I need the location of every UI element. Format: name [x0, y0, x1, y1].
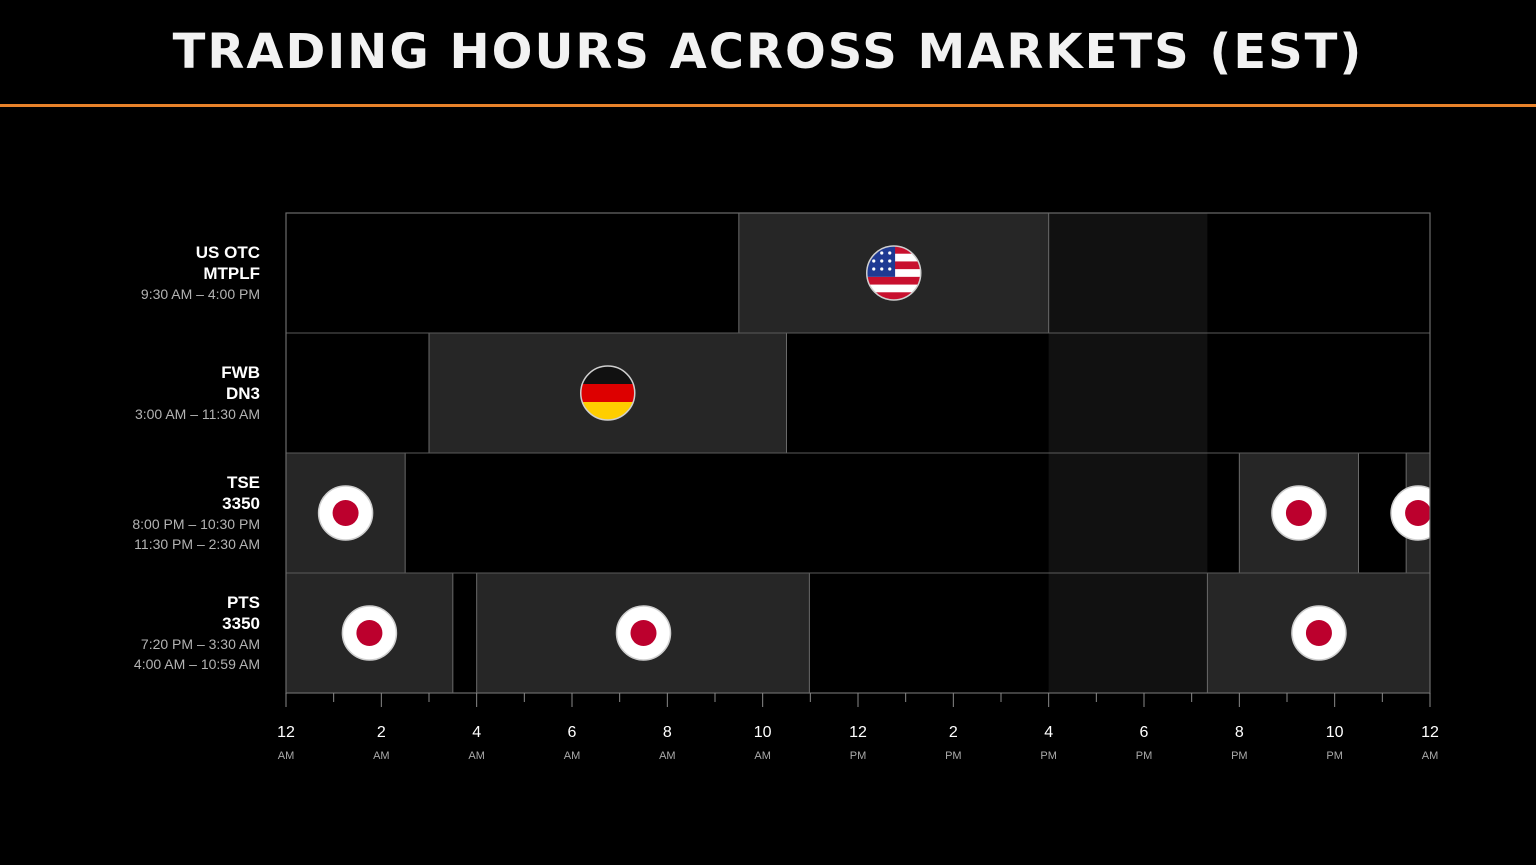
tick-period: PM: [1136, 750, 1153, 762]
tick-period: PM: [850, 750, 867, 762]
x-axis: 12 AM 2 AM 4 AM 6 AM 8 AM 10 AM 12 PM 2 PM 4 PM 6 PM 8 PM 10 PM…: [277, 693, 1439, 762]
germany-flag-icon: [580, 365, 636, 421]
japan-flag-icon: [1291, 605, 1347, 661]
tick-period: PM: [1231, 750, 1248, 762]
tick-period: PM: [1326, 750, 1343, 762]
tick-period: AM: [468, 750, 485, 762]
market-row-pts: [286, 572, 1430, 693]
tick-label: 4: [472, 724, 481, 741]
chart-title: TRADING HOURS ACROSS MARKETS (EST): [172, 24, 1364, 80]
trading-hours: 7:20 PM – 3:30 AM: [140, 636, 260, 652]
market-name: FWB: [221, 363, 260, 382]
ticker: 3350: [222, 494, 260, 513]
market-name: PTS: [226, 593, 260, 612]
japan-flag-icon: [1271, 485, 1327, 541]
tick-label: 12: [277, 724, 295, 741]
tick-period: AM: [564, 750, 581, 762]
ticker: DN3: [225, 384, 260, 403]
us-flag-icon: [866, 245, 922, 301]
japan-flag-icon: [1390, 485, 1430, 541]
japan-flag-icon: [341, 605, 398, 661]
tick-label: 4: [1044, 724, 1053, 741]
tick-period: AM: [1422, 750, 1439, 762]
trading-hours: 8:00 PM – 10:30 PM: [132, 516, 260, 532]
row-label: FWB DN3 3:00 AM – 11:30 AM: [20, 362, 260, 424]
tick-period: AM: [278, 750, 295, 762]
title-divider: [0, 104, 1536, 107]
tick-label: 6: [568, 724, 577, 741]
trading-hours: 3:00 AM – 11:30 AM: [134, 406, 260, 422]
tick-period: PM: [945, 750, 962, 762]
tick-period: AM: [754, 750, 771, 762]
trading-hours: 11:30 PM – 2:30 AM: [134, 536, 260, 552]
tick-period: AM: [659, 750, 676, 762]
tick-label: 8: [1235, 724, 1244, 741]
market-name: US OTC: [195, 243, 260, 262]
tick-period: PM: [1040, 750, 1057, 762]
tick-label: 8: [663, 724, 672, 741]
tick-label: 12: [849, 724, 867, 741]
ticker: 3350: [222, 614, 260, 633]
tick-label: 2: [377, 724, 386, 741]
market-row-us-otc: [738, 213, 1050, 334]
tick-label: 6: [1140, 724, 1149, 741]
row-label: PTS 3350 7:20 PM – 3:30 AM 4:00 AM – 10:59 …: [20, 592, 260, 674]
tick-label: 12: [1421, 724, 1439, 741]
row-label: TSE 3350 8:00 PM – 10:30 PM 11:30 PM – 2:30…: [20, 472, 260, 554]
tick-label: 10: [1326, 724, 1344, 741]
market-row-tse: [286, 452, 1430, 574]
tick-period: AM: [373, 750, 390, 762]
trading-hours: 9:30 AM – 4:00 PM: [140, 286, 260, 302]
market-name: TSE: [226, 473, 260, 492]
market-row-fwb: [428, 332, 787, 454]
japan-flag-icon: [317, 485, 374, 541]
ticker: MTPLF: [203, 264, 260, 283]
tick-label: 2: [949, 724, 958, 741]
tick-label: 10: [754, 724, 772, 741]
row-label: US OTC MTPLF 9:30 AM – 4:00 PM: [20, 242, 260, 304]
plot-area: [286, 213, 1430, 693]
trading-hours: 4:00 AM – 10:59 AM: [133, 656, 260, 672]
japan-flag-icon: [615, 605, 672, 661]
